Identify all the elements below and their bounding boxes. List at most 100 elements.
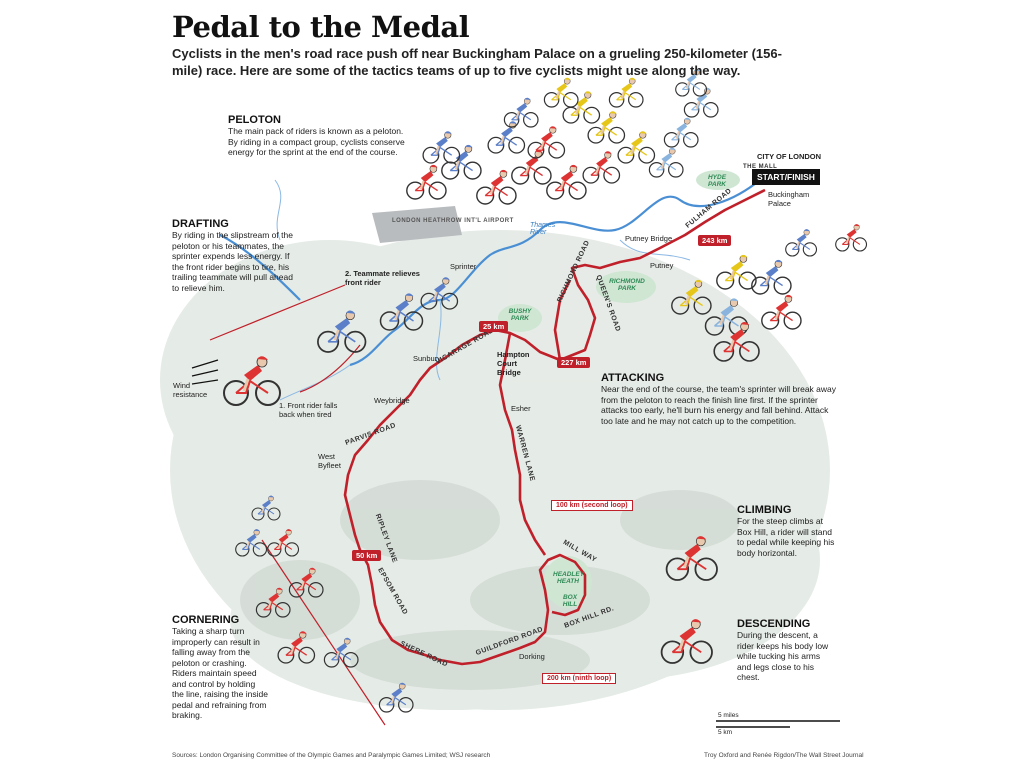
heathrow-label: LONDON HEATHROW INT'L AIRPORT — [392, 218, 514, 224]
cyclist-figure — [683, 87, 719, 118]
start-finish-marker: START/FINISH — [752, 169, 820, 185]
cyclist-figure — [422, 131, 461, 164]
cyclist-figure — [716, 254, 757, 290]
credit-line: Troy Oxford and Renée Rigdon/The Wall St… — [704, 752, 864, 759]
cyclist-figure — [582, 151, 621, 184]
cyclist-figure — [476, 169, 517, 205]
cornering-text: Taking a sharp turn improperly can resul… — [172, 626, 268, 720]
cyclist-figure — [420, 277, 459, 310]
race-route — [343, 188, 766, 666]
attacking-heading: ATTACKING — [601, 372, 665, 384]
city-of-london-label: CITY OF LONDON — [757, 152, 822, 161]
scale-km-label: 5 km — [718, 729, 733, 736]
esher-label: Esher — [511, 404, 531, 413]
cyclist-figure — [317, 310, 367, 353]
cyclist-figure — [648, 147, 684, 178]
cyclist-figure — [267, 529, 300, 557]
richmond-park-label: RICHMOND PARK — [609, 278, 645, 292]
cornering-section: CORNERING Taking a sharp turn improperly… — [172, 614, 268, 721]
cyclist-figure — [251, 495, 281, 521]
marker-227km: 227 km — [557, 357, 591, 368]
cyclist-figure — [235, 529, 268, 557]
page-title: Pedal to the Medal — [172, 10, 470, 44]
cyclist-figure — [751, 259, 792, 295]
cyclist-figure — [713, 321, 760, 362]
marker-25km: 25 km — [479, 321, 509, 332]
cyclist-figure — [543, 77, 579, 108]
cyclist-figure — [671, 279, 712, 315]
thames-label: Thames River — [530, 222, 556, 236]
marker-200km: 200 km (ninth loop) — [542, 673, 617, 684]
cyclist-figure — [675, 69, 708, 97]
cyclist-figure — [562, 91, 601, 124]
dorking-label: Dorking — [519, 652, 545, 661]
cyclist-figure — [761, 294, 802, 330]
cyclist-figure — [617, 131, 656, 164]
cyclist-figure — [785, 229, 818, 257]
bushy-park-label: BUSHY PARK — [508, 308, 532, 322]
descending-heading: DESCENDING — [737, 618, 811, 630]
west-byfleet-label: West Byfleet — [318, 452, 341, 470]
cyclist-figure — [511, 149, 552, 185]
cyclist-figure — [288, 567, 324, 598]
drafting-heading: DRAFTING — [172, 218, 229, 230]
climbing-heading: CLIMBING — [737, 504, 792, 516]
peloton-text: The main pack of riders is known as a pe… — [228, 126, 405, 157]
marker-50km: 50 km — [352, 550, 382, 561]
buckingham-label: Buckingham Palace — [768, 190, 810, 208]
sprinter-label: Sprinter — [450, 262, 477, 271]
climbing-text: For the steep climbs at Box Hill, a ride… — [737, 516, 835, 558]
cyclist-figure — [660, 619, 713, 664]
wind-arrows — [191, 359, 219, 385]
cyclist-figure — [277, 631, 316, 664]
intro-text: Cyclists in the men's road race push off… — [172, 46, 782, 78]
drafting-text: By riding in the slipstream of the pelot… — [172, 230, 293, 293]
cyclist-figure — [665, 536, 718, 581]
park-patches — [498, 170, 740, 608]
cyclist-figure — [527, 126, 566, 159]
cyclist-figure — [487, 121, 526, 154]
marker-100km: 100 km (second loop) — [551, 500, 633, 511]
cyclist-figure — [663, 117, 699, 148]
the-mall-label: THE MALL — [743, 164, 778, 170]
sunbury-label: Sunbury — [413, 354, 441, 363]
cyclist-figure — [379, 293, 424, 331]
cyclist-figure — [608, 77, 644, 108]
cyclist-figure — [835, 224, 868, 252]
headley-heath-label: HEADLEY HEATH — [553, 571, 585, 585]
cornering-heading: CORNERING — [172, 614, 240, 626]
cyclist-figure — [406, 164, 447, 200]
drafting-section: DRAFTING By riding in the slipstream of … — [172, 218, 300, 293]
weybridge-label: Weybridge — [374, 396, 410, 405]
descending-section: DESCENDING During the descent, a rider k… — [737, 618, 832, 683]
putney-bridge-label: Putney Bridge — [625, 234, 673, 243]
wind-label: Wind resistance — [173, 381, 208, 399]
scale-miles-label: 5 miles — [718, 712, 739, 719]
putney-label: Putney — [650, 261, 674, 270]
peloton-heading: PELOTON — [228, 114, 281, 126]
front-rider-label: 1. Front rider falls back when tired — [279, 401, 338, 419]
peloton-section: PELOTON The main pack of riders is known… — [228, 114, 408, 158]
sources-note: Sources: London Organising Committee of … — [172, 752, 491, 759]
cyclist-figure — [255, 587, 291, 618]
cyclist-figure — [546, 164, 587, 200]
cyclist-figure — [587, 111, 626, 144]
hyde-park-label: HYDE PARK — [707, 174, 727, 188]
cyclist-figure — [378, 682, 414, 713]
airport-shape — [372, 206, 462, 243]
box-hill-label: BOX HILL — [562, 594, 578, 608]
cyclist-figure — [704, 298, 749, 336]
attacking-section: ATTACKING Near the end of the course, th… — [601, 372, 841, 426]
teammate-label: 2. Teammate relieves front rider — [345, 269, 420, 287]
climbing-section: CLIMBING For the steep climbs at Box Hil… — [737, 504, 837, 558]
scale-bar — [716, 720, 840, 728]
cyclist-figure — [323, 637, 359, 668]
cyclist-figure — [223, 356, 281, 406]
descending-text: During the descent, a rider keeps his bo… — [737, 630, 829, 682]
attacking-text: Near the end of the course, the team's s… — [601, 384, 837, 426]
hampton-label: Hampton Court Bridge — [497, 350, 530, 377]
cyclist-figure — [503, 97, 539, 128]
marker-243km: 243 km — [698, 235, 732, 246]
cyclist-illustrations — [223, 69, 868, 713]
